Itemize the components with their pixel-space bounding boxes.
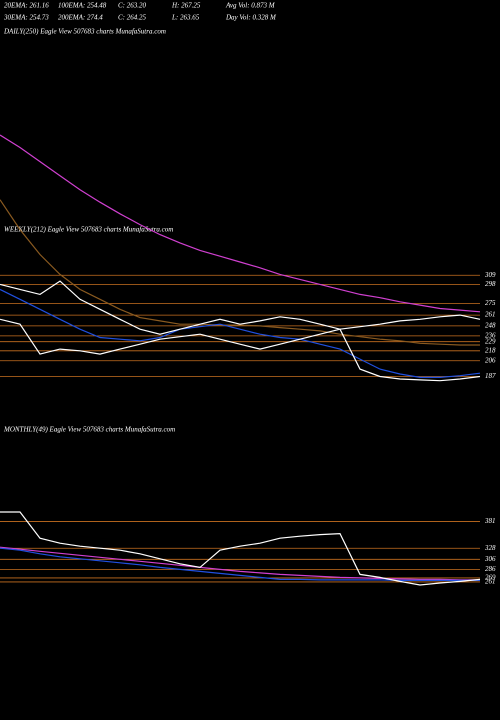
level-label: 218 (485, 346, 496, 354)
header-stat: C: 263.20 (118, 2, 147, 10)
level-label: 381 (484, 517, 496, 525)
header-stat: H: 267.25 (171, 2, 201, 10)
header-stat: 20EMA: 261.16 (4, 2, 49, 10)
header-stat: C: 264.25 (118, 14, 147, 22)
level-label: 261 (485, 311, 496, 319)
price-line (0, 511, 481, 586)
level-label: 309 (484, 271, 496, 279)
level-label: 187 (485, 372, 496, 380)
header-stat: Day Vol: 0.328 M (225, 14, 277, 22)
header-stat: 200EMA: 274.4 (58, 14, 103, 22)
level-label: 236 (485, 331, 496, 339)
price-line (0, 280, 481, 335)
panel-title: WEEKLY(212) Eagle View 507683 charts Mun… (4, 226, 173, 234)
level-label: 248 (485, 322, 496, 330)
level-label: 275 (485, 299, 496, 307)
panel-title: MONTHLY(49) Eagle View 507683 charts Mun… (3, 426, 175, 434)
level-label: 286 (485, 565, 496, 573)
header-stat: 30EMA: 254.73 (3, 14, 49, 22)
price-line (0, 288, 481, 378)
header-stat: Avg Vol: 0.873 M (225, 2, 276, 10)
panel-title: DAILY(250) Eagle View 507683 charts Muna… (3, 28, 166, 36)
price-line (0, 134, 481, 313)
header-stat: L: 263.65 (171, 14, 200, 22)
price-line (0, 318, 481, 382)
level-label: 261 (485, 578, 496, 586)
level-label: 206 (485, 356, 496, 364)
header-stat: 100EMA: 254.48 (58, 2, 107, 10)
price-line (0, 199, 480, 346)
level-label: 306 (484, 555, 496, 563)
level-label: 298 (485, 280, 496, 288)
price-line (0, 547, 480, 581)
level-label: 229 (485, 337, 496, 345)
level-label: 269 (485, 574, 496, 582)
level-label: 328 (484, 544, 496, 552)
price-line (0, 546, 480, 581)
